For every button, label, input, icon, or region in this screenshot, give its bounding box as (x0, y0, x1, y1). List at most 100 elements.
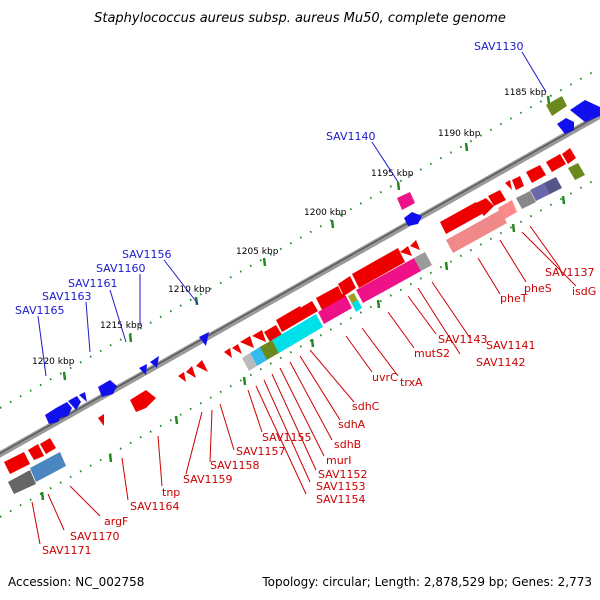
gene-label[interactable]: SAV1137 (545, 266, 595, 279)
gene-label[interactable]: sdhC (352, 400, 380, 413)
gene-label[interactable]: SAV1152 (318, 468, 368, 481)
gene-box[interactable] (446, 210, 507, 253)
gene-arrow[interactable] (276, 306, 306, 332)
gene-arrow[interactable] (28, 444, 44, 460)
gene-box[interactable] (272, 314, 323, 353)
gene-arrow[interactable] (264, 325, 282, 342)
gene-arrow[interactable] (505, 180, 512, 190)
gene-arrow[interactable] (56, 402, 72, 418)
gene-arrow[interactable] (546, 154, 566, 172)
gene-label[interactable]: pheT (500, 292, 528, 305)
gene-box[interactable] (530, 183, 550, 201)
gene-arrow[interactable] (562, 148, 576, 164)
gene-box[interactable] (8, 470, 36, 494)
gene-box[interactable] (498, 200, 517, 220)
gene-arrow[interactable] (404, 212, 422, 226)
gene-label[interactable]: argF (104, 515, 128, 528)
gene-label[interactable]: SAV1170 (70, 530, 120, 543)
gene-label[interactable]: SAV1164 (130, 500, 180, 513)
gene-label[interactable]: SAV1157 (236, 445, 286, 458)
gene-arrow[interactable] (79, 392, 87, 402)
gene-arrow[interactable] (526, 165, 546, 183)
gene-arrow[interactable] (40, 438, 56, 454)
tick-label: 1200 kbp (304, 208, 347, 218)
forward-strand-genes (4, 148, 585, 494)
gene-label[interactable]: SAV1140 (326, 130, 376, 143)
gene-arrow[interactable] (410, 240, 420, 250)
gene-label[interactable]: tnp (162, 486, 180, 499)
gene-arrow[interactable] (474, 198, 494, 216)
gene-arrow[interactable] (139, 364, 147, 375)
gene-label[interactable]: SAV1163 (42, 290, 92, 303)
gene-box[interactable] (356, 258, 421, 303)
gene-arrow[interactable] (232, 344, 242, 354)
accession-text: Accession: NC_002758 (8, 575, 144, 589)
gene-label[interactable]: SAV1156 (122, 248, 172, 261)
gene-label[interactable]: sdhB (334, 438, 361, 451)
gene-label[interactable]: trxA (400, 376, 423, 389)
gene-arrow[interactable] (68, 396, 81, 410)
gene-arrow[interactable] (130, 390, 156, 412)
gene-arrow[interactable] (557, 118, 574, 134)
gene-arrow[interactable] (199, 332, 209, 346)
gene-arrow[interactable] (316, 286, 344, 310)
gene-box[interactable] (516, 191, 536, 209)
gene-label[interactable]: SAV1154 (316, 493, 366, 506)
gene-label[interactable]: sdhA (338, 418, 366, 431)
tick-label: 1185 kbp (504, 88, 547, 98)
gene-arrow[interactable] (196, 360, 208, 372)
gene-arrow[interactable] (252, 330, 266, 342)
genome-backbone (0, 112, 600, 458)
gene-arrow[interactable] (400, 246, 412, 256)
gene-box[interactable] (242, 353, 257, 371)
gene-arrow[interactable] (4, 452, 30, 474)
gene-box[interactable] (250, 347, 267, 366)
gene-arrow[interactable] (186, 366, 196, 378)
gene-arrow[interactable] (98, 380, 117, 397)
gene-label[interactable]: SAV1158 (210, 459, 260, 472)
gene-arrow[interactable] (240, 336, 254, 348)
gene-label[interactable]: SAV1155 (262, 431, 312, 444)
map-title: Staphylococcus aureus subsp. aureus Mu50… (94, 11, 506, 26)
gene-box[interactable] (352, 300, 362, 312)
bottom-leader-lines (31, 225, 577, 545)
gene-label[interactable]: SAV1130 (474, 40, 524, 53)
gene-arrow[interactable] (300, 301, 318, 318)
gene-box[interactable] (318, 296, 352, 324)
reverse-strand-genes (45, 96, 600, 424)
gene-box[interactable] (568, 163, 585, 180)
gene-arrow[interactable] (570, 100, 600, 122)
gene-arrow[interactable] (338, 276, 356, 296)
gene-label[interactable]: pheS (524, 282, 552, 295)
top-leader-lines (37, 51, 547, 377)
gene-label[interactable]: SAV1153 (316, 480, 366, 493)
gene-arrow[interactable] (397, 192, 415, 210)
gene-label[interactable]: SAV1141 (486, 339, 536, 352)
gene-arrow[interactable] (546, 96, 567, 116)
gene-label[interactable]: SAV1160 (96, 262, 146, 275)
gene-label[interactable]: murI (326, 454, 351, 467)
gene-arrow[interactable] (178, 372, 186, 382)
inner-major-ticks (40, 195, 566, 501)
gene-label[interactable]: SAV1143 (438, 333, 488, 346)
gene-arrow[interactable] (352, 248, 405, 288)
gene-label[interactable]: uvrC (372, 371, 398, 384)
gene-label[interactable]: SAV1165 (15, 304, 65, 317)
gene-arrow[interactable] (488, 190, 506, 206)
gene-label[interactable]: SAV1142 (476, 356, 526, 369)
tick-label: 1210 kbp (168, 285, 211, 295)
gene-label[interactable]: SAV1159 (183, 473, 233, 486)
gene-arrow[interactable] (224, 348, 232, 358)
gene-arrow[interactable] (98, 414, 104, 426)
gene-label[interactable]: SAV1161 (68, 277, 118, 290)
gene-arrow[interactable] (440, 202, 482, 234)
gene-arrow[interactable] (512, 176, 524, 190)
gene-label[interactable]: mutS2 (414, 347, 450, 360)
gene-label[interactable]: SAV1171 (42, 544, 92, 557)
gene-label[interactable]: isdG (572, 285, 596, 298)
gene-box[interactable] (30, 452, 66, 482)
gene-box[interactable] (414, 252, 432, 271)
gene-arrow[interactable] (150, 356, 159, 368)
